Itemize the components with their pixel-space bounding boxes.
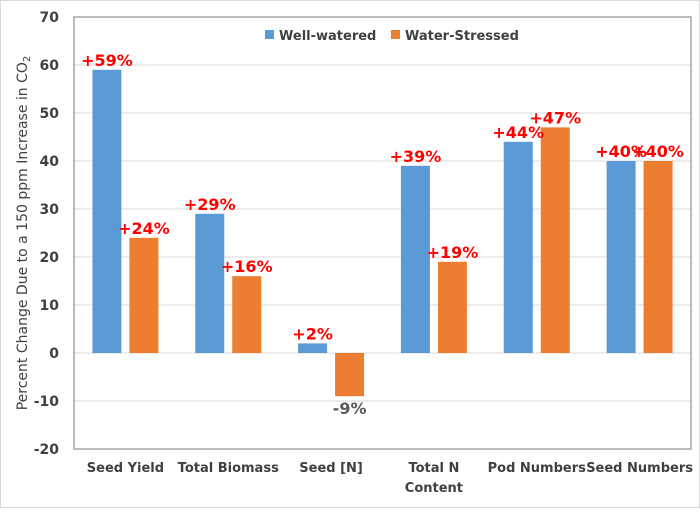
bar-water-stressed bbox=[540, 127, 570, 354]
y-axis-ticks: 70 60 50 40 30 20 10 0 -10 -20 bbox=[34, 10, 60, 458]
x-category-label: Seed Yield bbox=[87, 461, 164, 476]
y-tick-label: 50 bbox=[40, 106, 60, 122]
y-axis-label: Percent Change Due to a 150 ppm Increase… bbox=[15, 56, 33, 411]
data-label: +29% bbox=[184, 195, 236, 214]
y-tick-label: -10 bbox=[34, 394, 60, 410]
bar-well-watered bbox=[92, 69, 122, 354]
data-label: +47% bbox=[529, 108, 581, 127]
data-label: +16% bbox=[221, 257, 273, 276]
bars bbox=[92, 69, 673, 397]
y-tick-label: 0 bbox=[49, 346, 59, 362]
data-label: +24% bbox=[118, 219, 170, 238]
bar-water-stressed bbox=[232, 276, 262, 353]
bar-water-stressed bbox=[129, 237, 159, 353]
bar-water-stressed bbox=[643, 161, 673, 353]
legend: Well-watered Water-Stressed bbox=[265, 29, 519, 44]
plot-frame bbox=[73, 16, 692, 450]
x-category-label: Total N bbox=[408, 461, 459, 476]
x-category-label: Seed Numbers bbox=[586, 461, 693, 476]
data-label: +39% bbox=[390, 147, 442, 166]
x-category-label: Seed [N] bbox=[299, 461, 363, 476]
x-category-label: Total Biomass bbox=[178, 461, 279, 476]
y-tick-label: 20 bbox=[40, 250, 60, 266]
bar-water-stressed bbox=[335, 353, 365, 397]
bar-well-watered bbox=[503, 141, 533, 353]
x-category-label: Content bbox=[405, 481, 463, 496]
y-tick-label: 10 bbox=[40, 298, 60, 314]
bar-well-watered bbox=[400, 165, 430, 353]
legend-swatch-well-watered bbox=[265, 30, 274, 39]
bar-water-stressed bbox=[437, 261, 467, 353]
y-tick-label: 30 bbox=[40, 202, 60, 218]
bar-well-watered bbox=[298, 343, 328, 353]
x-axis-categories: Seed Yield Total Biomass Seed [N] Total N Co… bbox=[87, 461, 693, 496]
data-label: +44% bbox=[492, 123, 544, 142]
legend-swatch-water-stressed bbox=[391, 30, 400, 39]
data-label: +59% bbox=[81, 51, 133, 70]
bar-well-watered bbox=[606, 161, 636, 353]
x-category-label: Pod Numbers bbox=[488, 461, 587, 476]
legend-label-well-watered: Well-watered bbox=[279, 29, 376, 44]
y-tick-label: -20 bbox=[34, 442, 60, 458]
y-tick-label: 40 bbox=[40, 154, 60, 170]
data-labels: +59% +24% +29% +16% +2% -9% +39% +19% +44%+47% +4… bbox=[81, 51, 684, 418]
legend-label-water-stressed: Water-Stressed bbox=[405, 29, 519, 44]
gridlines bbox=[74, 64, 691, 402]
data-label: +19% bbox=[427, 243, 479, 262]
data-label: +2% bbox=[292, 324, 333, 343]
data-label: +40% bbox=[632, 142, 684, 161]
y-tick-label: 60 bbox=[40, 58, 60, 74]
data-label: +40% bbox=[595, 142, 647, 161]
bar-well-watered bbox=[195, 213, 225, 353]
data-label: -9% bbox=[333, 399, 367, 418]
y-tick-label: 70 bbox=[40, 10, 60, 26]
